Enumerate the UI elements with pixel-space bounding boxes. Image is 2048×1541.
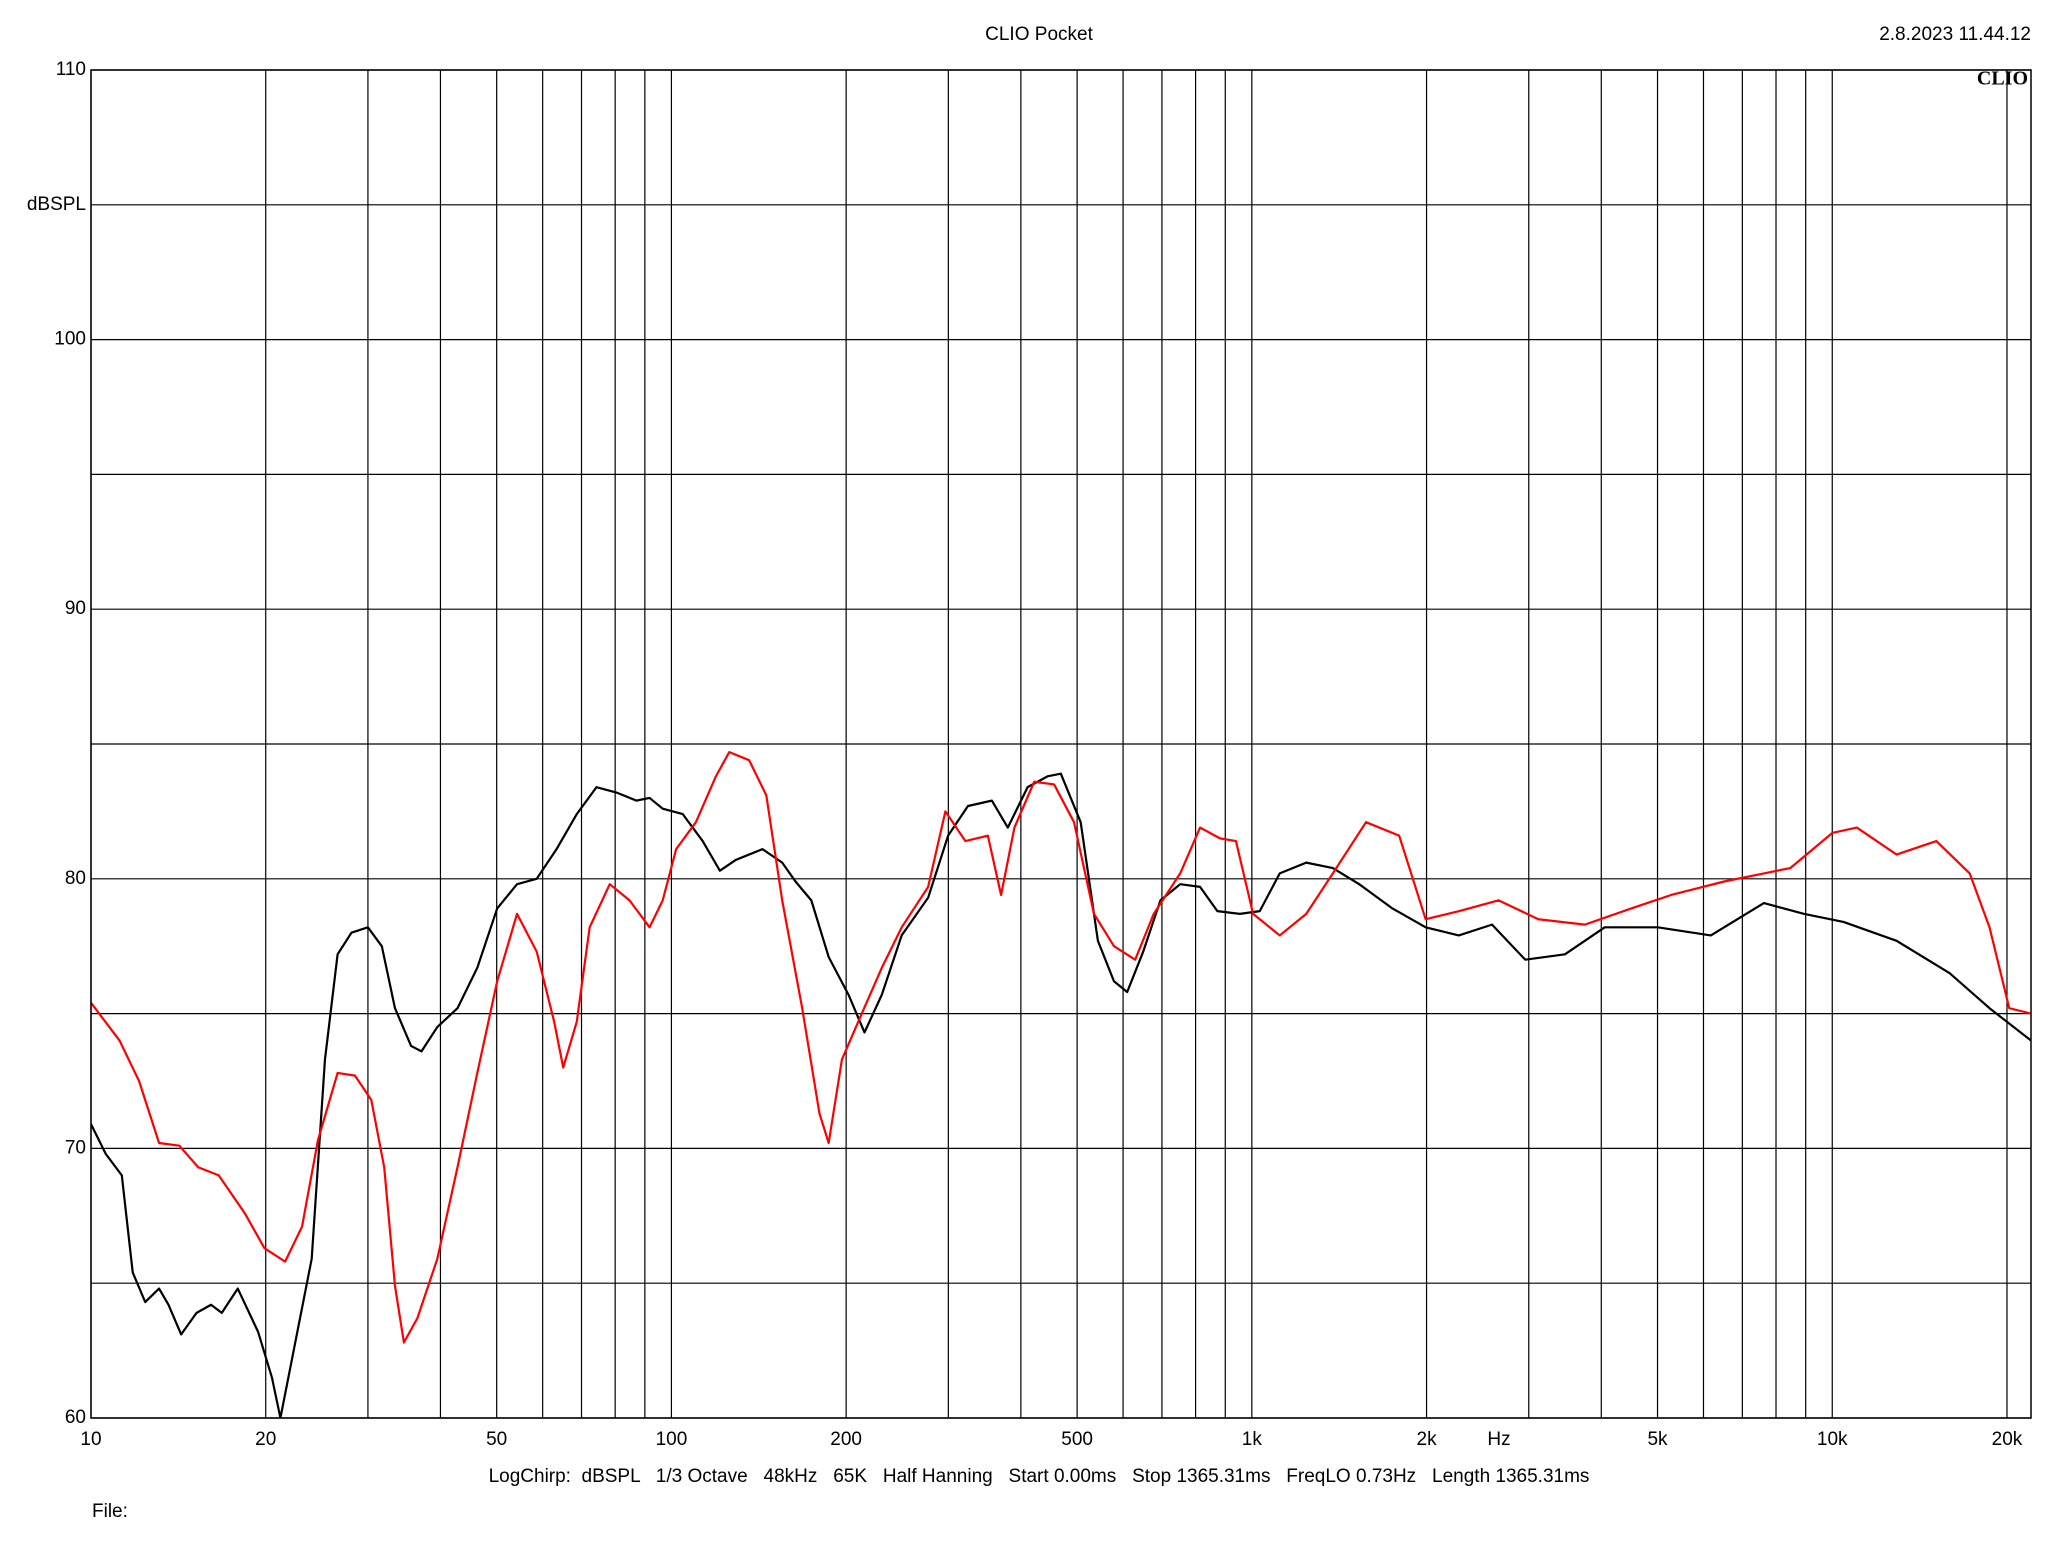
timestamp: 2.8.2023 11.44.12 bbox=[1879, 24, 2031, 45]
x-tick-label: 50 bbox=[486, 1429, 507, 1450]
plot-frame bbox=[90, 69, 2032, 1419]
logo: CLIO bbox=[1977, 68, 2028, 90]
y-tick-label: 100 bbox=[54, 329, 86, 350]
x-tick-label: 5k bbox=[1647, 1429, 1668, 1450]
x-tick-label: 1k bbox=[1242, 1429, 1263, 1450]
response-curve bbox=[91, 750, 2031, 1344]
y-axis-label: dBSPL bbox=[27, 194, 86, 215]
x-tick-label: 100 bbox=[656, 1429, 688, 1450]
measurement-info: LogChirp: dBSPL 1/3 Octave 48kHz 65K Hal… bbox=[489, 1466, 1590, 1487]
x-axis-label: Hz bbox=[1487, 1429, 1510, 1450]
response-curve bbox=[91, 772, 2031, 1418]
y-tick-label: 70 bbox=[65, 1137, 86, 1158]
x-tick-label: 10 bbox=[80, 1429, 101, 1450]
y-tick-label: 60 bbox=[65, 1407, 86, 1428]
file-label: File: bbox=[92, 1501, 128, 1522]
x-tick-label: 2k bbox=[1417, 1429, 1438, 1450]
y-tick-label: 110 bbox=[56, 59, 86, 80]
x-tick-label: 20 bbox=[255, 1429, 276, 1450]
x-tick-label: 200 bbox=[830, 1429, 862, 1450]
x-tick-label: 10k bbox=[1817, 1429, 1848, 1450]
x-tick-label: 20k bbox=[1992, 1429, 2023, 1450]
chart-title: CLIO Pocket bbox=[985, 24, 1093, 45]
y-tick-label: 90 bbox=[65, 598, 86, 619]
grid bbox=[90, 69, 2031, 1419]
x-tick-label: 500 bbox=[1061, 1429, 1093, 1450]
plot-area bbox=[91, 750, 2031, 1418]
y-tick-label: 80 bbox=[65, 868, 86, 889]
